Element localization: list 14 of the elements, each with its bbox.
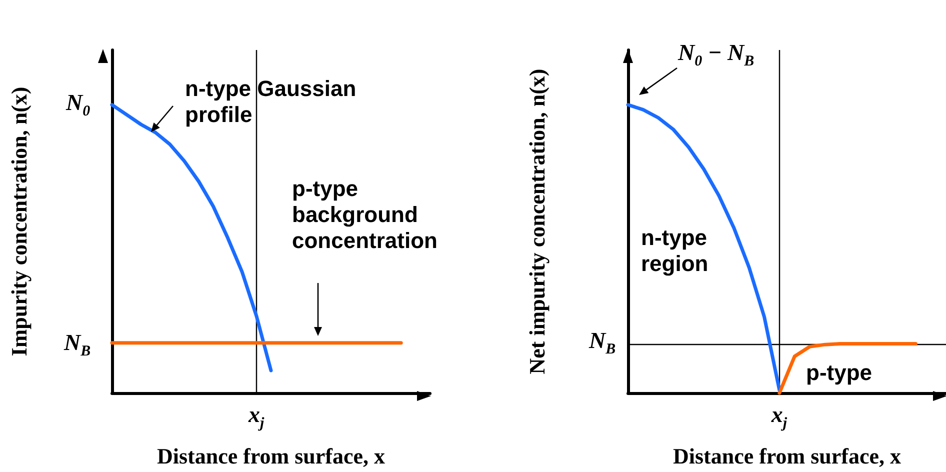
text: x$_{j}$: [771, 402, 788, 432]
annotation: n-type Gaussian profile: [185, 76, 358, 128]
x-axis-title: Distance from surface, x: [672, 444, 902, 468]
text: N$_{B}$: [64, 330, 91, 361]
text: N$_{0}$: [66, 90, 90, 121]
text: x$_{j}$: [248, 402, 264, 432]
x-axis-title: Distance from surface, x: [156, 444, 386, 468]
annotation: p-type background concentration: [292, 176, 438, 254]
text: N$_{0}$ − N$_{B}$: [678, 40, 754, 71]
y-axis-title: Net impurity concentration, n(x): [524, 68, 550, 374]
ref-line-label: N$_{B}$: [589, 328, 616, 358]
y-axis-title: Impurity concentration, n(x): [6, 86, 32, 356]
annotation: n-type region: [641, 225, 710, 277]
annotation: p-type: [806, 360, 873, 386]
